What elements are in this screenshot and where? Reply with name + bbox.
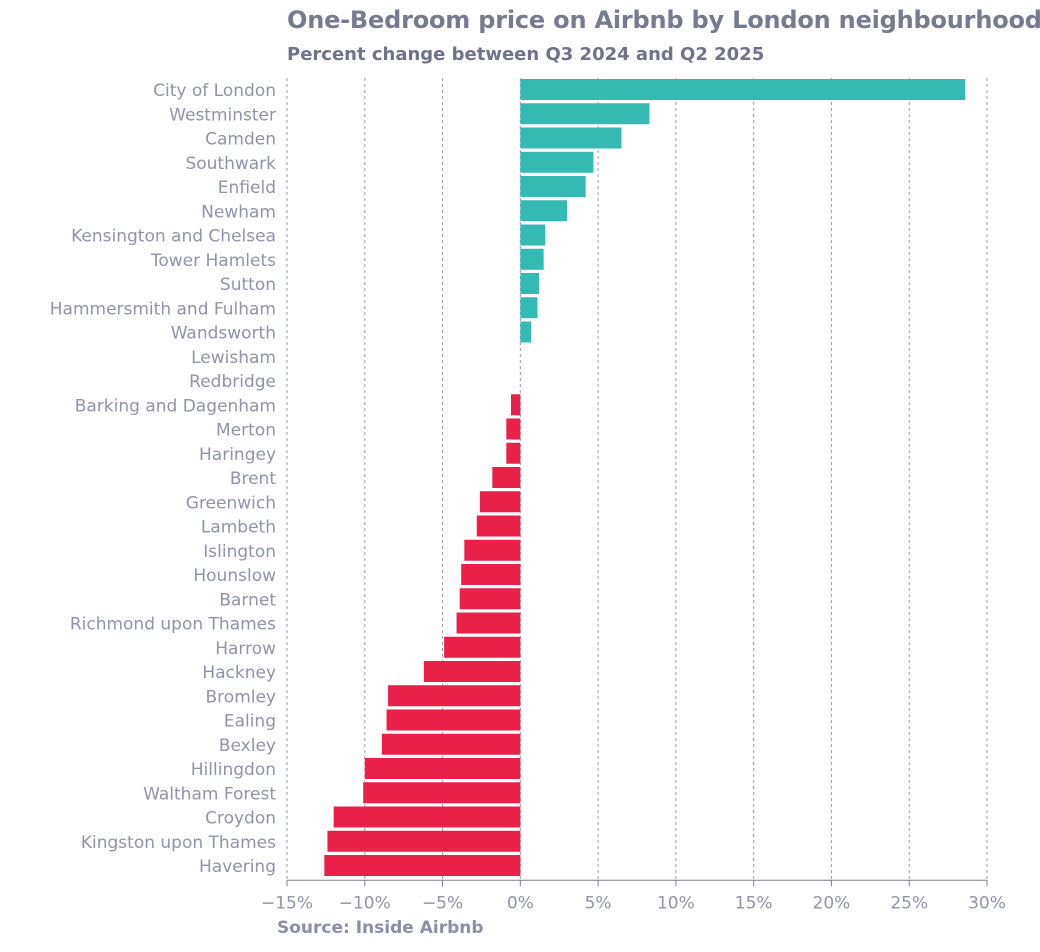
category-label-27: Bexley	[219, 736, 276, 756]
category-label-26: Ealing	[224, 712, 276, 732]
x-tick-label-4: 5%	[585, 893, 612, 913]
x-axis: −15% −10% −5% 0% 5% 10% 15% 20% 25% 30%	[261, 879, 1006, 913]
category-label-11: Lewisham	[191, 348, 276, 368]
category-label-7: Tower Hamlets	[150, 251, 276, 271]
bar-23	[444, 636, 521, 658]
bar-16	[492, 467, 521, 488]
category-label-32: Havering	[199, 857, 276, 877]
category-label-5: Newham	[201, 202, 276, 222]
category-label-12: Redbridge	[189, 372, 276, 392]
bar-26	[386, 709, 521, 731]
bar-4	[520, 176, 586, 197]
category-label-0: City of London	[153, 81, 276, 101]
category-label-3: Southwark	[185, 154, 276, 174]
category-label-16: Brent	[230, 469, 277, 489]
category-label-8: Sutton	[220, 275, 276, 295]
bar-9	[520, 297, 538, 319]
bar-29	[363, 782, 521, 804]
bar-13	[511, 394, 521, 416]
bar-10	[520, 321, 532, 343]
category-label-20: Hounslow	[193, 566, 276, 586]
chart-source: Source: Inside Airbnb	[277, 918, 484, 938]
bar-31	[327, 830, 521, 852]
category-label-28: Hillingdon	[191, 760, 276, 780]
x-tick-label-8: 25%	[890, 893, 928, 913]
x-tick-label-5: 10%	[657, 893, 695, 913]
bar-18	[476, 515, 521, 537]
bar-30	[333, 806, 521, 828]
bar-17	[479, 491, 521, 513]
category-label-6: Kensington and Chelsea	[71, 227, 276, 247]
bar-25	[388, 685, 521, 707]
bar-15	[506, 442, 521, 464]
category-label-9: Hammersmith and Fulham	[50, 299, 276, 319]
chart-title: One-Bedroom price on Airbnb by London ne…	[287, 6, 1040, 34]
x-tick-label-7: 20%	[813, 893, 851, 913]
x-tick-label-0: −15%	[261, 893, 313, 913]
bar-0	[520, 79, 966, 100]
x-tick-label-6: 15%	[735, 893, 773, 913]
bar-20	[461, 564, 521, 585]
bar-6	[520, 224, 546, 246]
category-label-24: Hackney	[202, 663, 276, 683]
category-label-2: Camden	[205, 130, 276, 150]
bar-14	[506, 418, 521, 440]
category-label-14: Merton	[216, 421, 276, 441]
category-label-10: Wandsworth	[171, 324, 276, 344]
bar-3	[520, 151, 594, 173]
bar-2	[520, 127, 622, 149]
bar-32	[324, 855, 521, 876]
category-label-29: Waltham Forest	[143, 784, 276, 804]
category-label-15: Haringey	[199, 445, 276, 465]
category-label-4: Enfield	[218, 178, 276, 198]
bar-8	[520, 273, 539, 294]
bar-19	[464, 539, 521, 561]
x-tick-label-2: −5%	[422, 893, 463, 913]
bar-5	[520, 200, 567, 222]
category-label-18: Lambeth	[201, 518, 276, 538]
bar-24	[423, 661, 521, 682]
bar-21	[459, 588, 521, 610]
bars	[324, 79, 966, 876]
x-tick-label-1: −10%	[339, 893, 391, 913]
category-label-21: Barnet	[219, 590, 276, 610]
bar-1	[520, 103, 650, 125]
bar-27	[381, 733, 521, 755]
category-labels: City of London Westminster Camden Southwark…	[50, 81, 277, 877]
category-label-1: Westminster	[169, 105, 276, 125]
bar-7	[520, 248, 544, 270]
category-label-31: Kingston upon Thames	[81, 833, 276, 853]
category-label-23: Harrow	[215, 639, 276, 659]
bar-22	[456, 612, 521, 634]
bar-28	[364, 758, 521, 779]
category-label-25: Bromley	[206, 687, 276, 707]
category-label-19: Islington	[203, 542, 276, 562]
chart-subtitle: Percent change between Q3 2024 and Q2 20…	[287, 44, 765, 65]
x-tick-label-3: 0%	[507, 893, 534, 913]
category-label-22: Richmond upon Thames	[70, 615, 276, 635]
category-label-30: Croydon	[205, 809, 276, 829]
x-tick-label-9: 30%	[968, 893, 1006, 913]
category-label-13: Barking and Dagenham	[75, 396, 276, 416]
category-label-17: Greenwich	[186, 493, 276, 513]
